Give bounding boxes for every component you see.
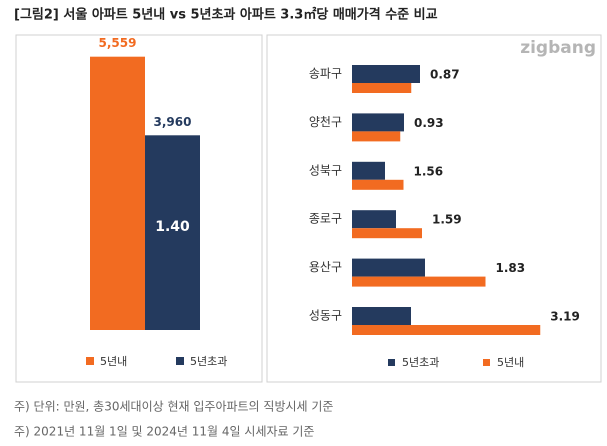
- ratio-label: 1.59: [432, 213, 462, 227]
- y-tick-label: 종로구: [309, 212, 342, 226]
- bar: [352, 161, 385, 180]
- bar: [352, 210, 396, 229]
- ratio-label: 0.87: [430, 68, 460, 82]
- right-panel: [266, 34, 602, 383]
- bar: [352, 258, 425, 277]
- bar: [352, 307, 411, 325]
- bar: [352, 179, 404, 190]
- bar: [145, 135, 200, 330]
- y-tick-label: 송파구: [309, 67, 342, 81]
- legend-label: 5년내: [497, 356, 524, 369]
- ratio-label: 1.83: [496, 261, 526, 275]
- legend-swatch: [86, 357, 94, 365]
- note: 주) 2021년 11월 1일 및 2024년 11월 4일 시세자료 기준: [14, 425, 314, 439]
- legend-swatch: [176, 357, 184, 365]
- chart-title: [그림2] 서울 아파트 5년내 vs 5년초과 아파트 3.3㎡당 매매가격 …: [14, 7, 438, 23]
- legend-swatch: [388, 359, 395, 366]
- legend-swatch: [483, 359, 490, 366]
- legend-label: 5년초과: [402, 356, 439, 369]
- bar: [352, 83, 412, 93]
- y-tick-label: 성북구: [309, 163, 342, 177]
- bar: [352, 276, 486, 287]
- ratio-label: 1.56: [414, 164, 444, 178]
- bar: [90, 56, 145, 331]
- ratio-label: 1.40: [155, 219, 190, 235]
- ratio-label: 0.93: [414, 116, 444, 130]
- left-panel: [15, 34, 263, 383]
- bar: [352, 131, 401, 142]
- ratio-label: 3.19: [550, 310, 580, 324]
- legend-label: 5년내: [100, 355, 127, 368]
- value-label: 5,559: [99, 36, 137, 50]
- y-tick-label: 성동구: [309, 309, 342, 323]
- y-tick-label: 양천구: [309, 114, 342, 129]
- bar: [352, 113, 404, 132]
- legend-label: 5년초과: [190, 355, 227, 368]
- note: 주) 단위: 만원, 총30세대이상 현재 입주아파트의 직방시세 기준: [14, 400, 333, 414]
- bar: [352, 65, 420, 83]
- bar: [352, 228, 422, 239]
- logo: zigbang: [520, 38, 596, 58]
- bar: [352, 325, 541, 335]
- value-label: 3,960: [154, 115, 192, 129]
- y-tick-label: 용산구: [309, 260, 342, 274]
